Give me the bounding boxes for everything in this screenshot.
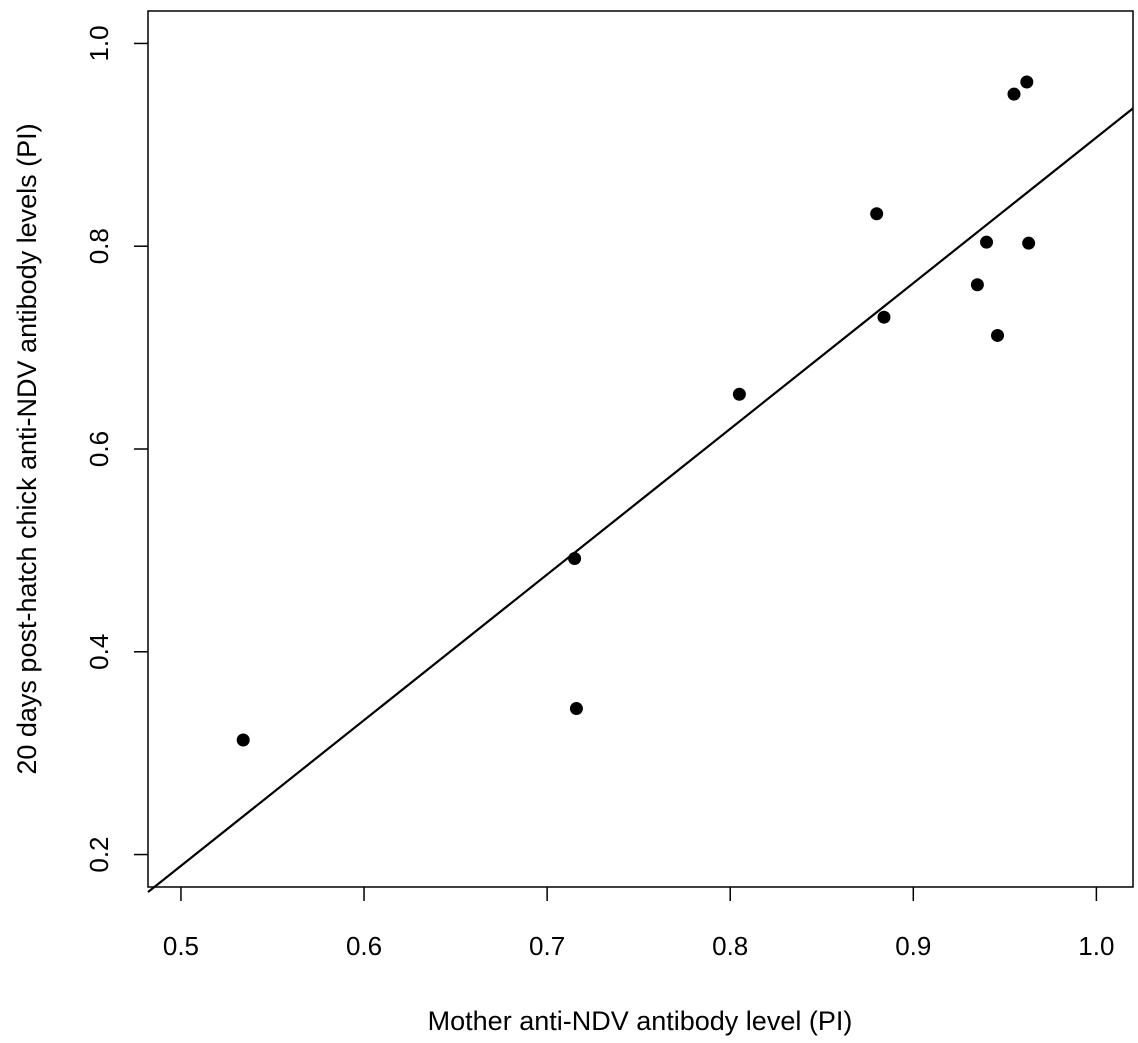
data-point: [1007, 87, 1021, 101]
data-point: [991, 328, 1005, 342]
y-axis-title: 20 days post-hatch chick anti-NDV antibo…: [12, 123, 42, 774]
data-point: [1020, 75, 1034, 89]
data-point: [1022, 236, 1036, 250]
data-point: [568, 552, 582, 565]
data-point: [980, 235, 994, 249]
y-axis: 0.2 0.4 0.6 0.8 1.0: [84, 25, 148, 873]
x-tick-label: 1.0: [1078, 931, 1114, 961]
y-tick-label: 0.6: [84, 431, 114, 467]
data-point: [236, 733, 250, 747]
x-axis-title: Mother anti-NDV antibody level (PI): [428, 1006, 853, 1036]
y-tick-label: 0.8: [84, 228, 114, 264]
data-point: [877, 310, 891, 324]
plot-frame: [147, 10, 1134, 888]
y-tick-label: 0.2: [84, 836, 114, 872]
regression-line-group: [147, 107, 1134, 893]
x-tick-label: 0.6: [346, 931, 382, 961]
data-point: [732, 387, 746, 401]
y-tick-label: 0.4: [84, 634, 114, 670]
x-tick-label: 0.9: [895, 931, 931, 961]
x-tick-label: 0.7: [529, 931, 565, 961]
y-tick-label: 1.0: [84, 25, 114, 61]
data-point: [569, 702, 583, 716]
data-points: [236, 75, 1036, 747]
regression-line: [147, 107, 1134, 893]
x-tick-label: 0.5: [163, 931, 199, 961]
x-tick-label: 0.8: [712, 931, 748, 961]
data-point: [870, 207, 884, 221]
data-point: [970, 278, 984, 292]
x-axis: 0.5 0.6 0.7 0.8 0.9 1.0: [163, 887, 1114, 961]
